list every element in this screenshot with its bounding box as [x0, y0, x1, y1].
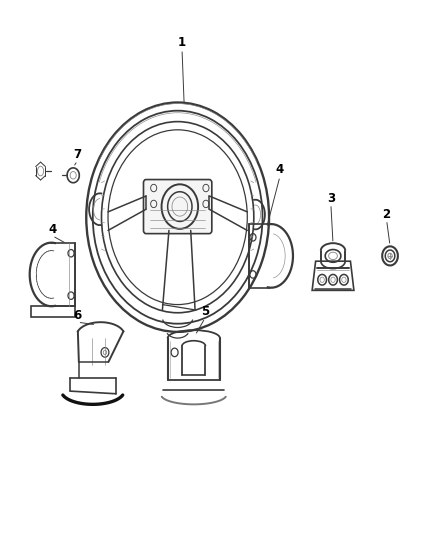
- Text: 2: 2: [382, 208, 391, 221]
- Text: 4: 4: [276, 164, 284, 176]
- FancyBboxPatch shape: [144, 180, 212, 233]
- Text: 6: 6: [74, 309, 81, 322]
- Text: 1: 1: [178, 36, 186, 49]
- Text: 5: 5: [201, 305, 209, 318]
- Text: 4: 4: [48, 223, 57, 236]
- Text: 7: 7: [74, 148, 81, 160]
- Text: 3: 3: [327, 192, 335, 205]
